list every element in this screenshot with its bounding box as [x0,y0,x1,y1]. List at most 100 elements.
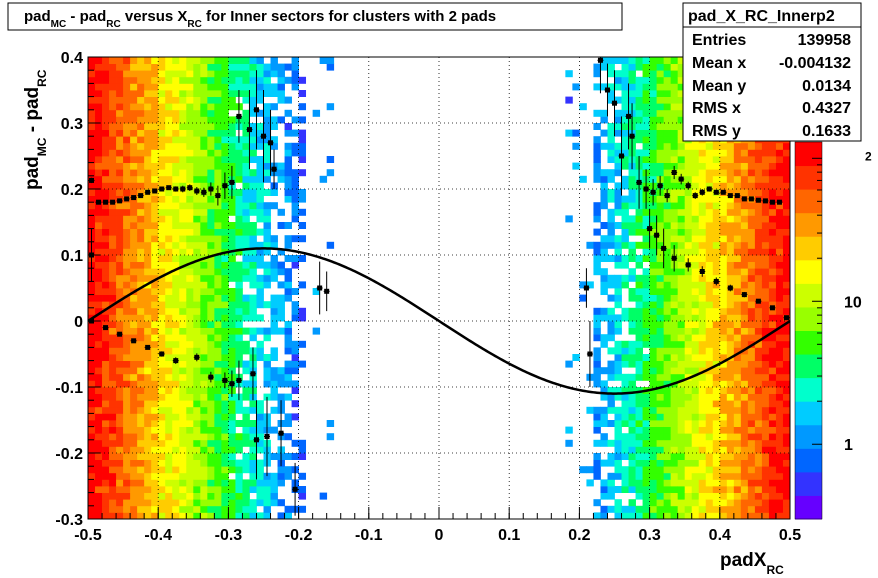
heatmap-cell [235,162,243,170]
heatmap-cell [719,492,728,500]
stats-label-mean-y: Mean y [692,78,746,95]
heatmap-cell [298,103,307,111]
heatmap-cell [123,268,131,276]
heatmap-cell [179,486,187,493]
heatmap-cell [726,142,735,150]
profile-point [88,177,95,184]
heatmap-cell [270,63,278,71]
heatmap-cell [144,380,152,388]
heatmap-cell [768,459,777,467]
heatmap-cell [200,486,208,493]
heatmap-cell [628,446,636,454]
heatmap-cell [628,294,636,302]
heatmap-cell [130,373,138,381]
heatmap-cell [123,453,131,460]
heatmap-cell [214,446,222,454]
heatmap-cell [116,354,124,361]
heatmap-cell [95,123,103,130]
heatmap-cell [291,314,299,322]
heatmap-cell [193,413,201,421]
heatmap-cell [200,321,208,328]
heatmap-cell [684,169,693,177]
heatmap-cell [242,486,250,493]
heatmap-cell [621,347,629,355]
heatmap-cell [719,288,728,295]
heatmap-cell [747,387,756,394]
heatmap-cell [642,288,650,295]
heatmap-cell [628,327,636,335]
heatmap-cell [151,307,159,315]
heatmap-cell [782,433,791,441]
heatmap-cell [740,466,749,474]
heatmap-cell [761,189,770,196]
heatmap-cell [747,288,756,295]
heatmap-cell [179,162,187,170]
heatmap-cell [172,307,180,315]
heatmap-cell [200,129,208,137]
heatmap-cell [635,492,643,500]
heatmap-cell [663,406,672,414]
heatmap-cell [733,387,742,394]
heatmap-cell [123,334,131,342]
heatmap-cell [130,208,138,216]
heatmap-cell [256,129,264,137]
heatmap-cell [151,57,159,64]
heatmap-cell [158,492,166,500]
heatmap-cell [291,380,299,388]
heatmap-cell [102,327,110,335]
heatmap-cell [698,499,707,507]
heatmap-cell [635,63,643,71]
heatmap-cell [628,413,636,421]
heatmap-cell [102,301,110,309]
heatmap-cell [691,162,700,170]
heatmap-cell [228,400,236,408]
heatmap-cell [144,499,152,507]
heatmap-cell [782,255,791,262]
heatmap-cell [193,479,201,487]
heatmap-cell [151,294,159,302]
heatmap-cell [761,433,770,441]
heatmap-cell [768,472,777,480]
heatmap-cell [179,307,187,315]
heatmap-cell [102,175,110,183]
heatmap-cell [151,195,159,203]
heatmap-cell [284,222,292,229]
heatmap-cell [705,162,714,170]
heatmap-cell [130,182,138,190]
heatmap-cell [649,340,658,348]
heatmap-cell [123,393,131,401]
heatmap-cell [123,459,131,467]
heatmap-cell [733,307,742,315]
heatmap-cell [628,215,636,223]
heatmap-cell [684,420,693,427]
heatmap-cell [186,479,194,487]
heatmap-cell [214,393,222,401]
heatmap-cell [733,149,742,157]
heatmap-cell [754,373,763,381]
heatmap-cell [726,334,735,342]
heatmap-cell [691,347,700,355]
heatmap-cell [214,123,222,130]
heatmap-cell [179,274,187,282]
heatmap-cell [775,387,784,394]
heatmap-cell [656,387,665,394]
heatmap-cell [719,387,728,394]
heatmap-cell [102,109,110,117]
heatmap-cell [165,162,173,170]
heatmap-cell [719,354,728,361]
heatmap-cell [705,261,714,269]
profile-point [660,228,667,269]
heatmap-cell [151,446,159,454]
heatmap-cell [712,459,721,467]
heatmap-cell [642,373,650,381]
heatmap-cell [775,406,784,414]
heatmap-cell [684,492,693,500]
heatmap-cell [207,90,215,97]
heatmap-cell [172,360,180,368]
heatmap-cell [782,149,791,157]
heatmap-cell [768,169,777,177]
heatmap-cell [179,255,187,262]
heatmap-cell [726,228,735,236]
heatmap-cell [123,288,131,295]
heatmap-cell [698,228,707,236]
